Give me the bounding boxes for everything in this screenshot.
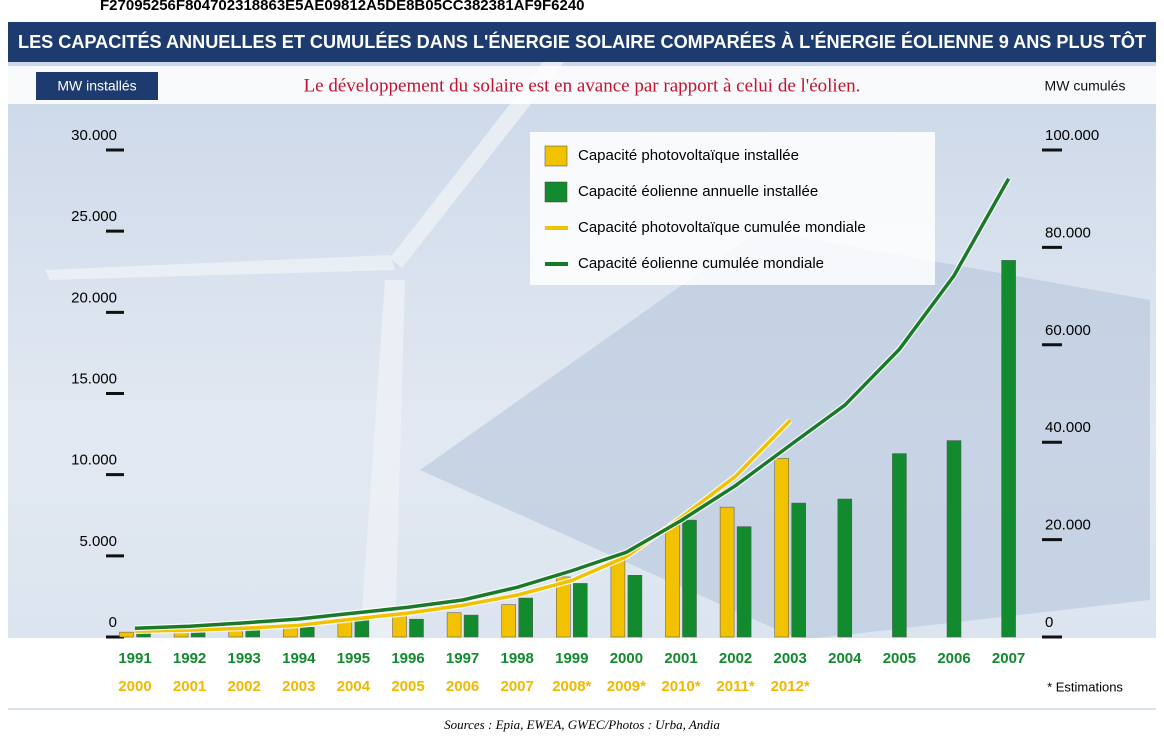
y-tick-label: 20.000 — [71, 289, 117, 306]
chart-title: LES CAPACITÉS ANNUELLES ET CUMULÉES DANS… — [18, 31, 1146, 52]
chart: F27095256F804702318863E5AE09812A5DE8B05C… — [0, 0, 1164, 740]
x-tick-label: 2001 — [664, 650, 697, 667]
y2-tick-label: 80.000 — [1045, 224, 1091, 241]
subtitle: Le développement du solaire est en avanc… — [304, 75, 861, 96]
x-tick-label-2: 2010* — [661, 678, 700, 695]
note: * Estimations — [1047, 679, 1123, 694]
bar — [573, 583, 587, 637]
y2-axis-label: MW cumulés — [1045, 78, 1126, 94]
bar — [447, 613, 461, 637]
x-tick-label-2: 2001 — [173, 678, 206, 695]
legend-swatch — [545, 146, 567, 166]
x-tick-label-2: 2002 — [228, 678, 261, 695]
x-tick-label: 2007 — [992, 650, 1025, 667]
bar — [775, 458, 789, 637]
x-tick-label-2: 2012* — [771, 678, 810, 695]
bar — [464, 615, 478, 637]
x-tick-label: 1999 — [555, 650, 588, 667]
x-tick-label-2: 2011* — [716, 678, 755, 695]
legend-label: Capacité photovoltaïque installée — [578, 147, 799, 164]
x-tick-label-2: 2003 — [282, 678, 315, 695]
x-tick-label-2: 2004 — [337, 678, 371, 695]
y-tick-label: 15.000 — [71, 370, 117, 387]
bar — [683, 520, 697, 637]
x-tick-label: 2002 — [719, 650, 752, 667]
code: F27095256F804702318863E5AE09812A5DE8B05C… — [100, 0, 585, 14]
y-tick-label: 25.000 — [71, 208, 117, 225]
y2-tick-label: 40.000 — [1045, 419, 1091, 436]
legend-label: Capacité éolienne cumulée mondiale — [578, 255, 824, 272]
bar — [120, 632, 134, 637]
x-tick-label-2: 2007 — [501, 678, 534, 695]
bar — [947, 441, 961, 637]
y-axis-label: MW installés — [57, 78, 136, 94]
y-tick-label: 30.000 — [71, 127, 117, 144]
x-tick-label-2: 2006 — [446, 678, 479, 695]
legend-label: Capacité éolienne annuelle installée — [578, 183, 818, 200]
bar — [393, 615, 407, 637]
bar — [838, 499, 852, 637]
x-tick-label: 2004 — [828, 650, 862, 667]
x-band — [8, 638, 1156, 708]
y2-tick-label: 60.000 — [1045, 322, 1091, 339]
bar — [666, 525, 680, 637]
x-tick-label: 1991 — [118, 650, 151, 667]
bar — [283, 628, 297, 637]
y-tick-label: 5.000 — [79, 533, 117, 550]
bar — [410, 619, 424, 637]
x-tick-label: 1992 — [173, 650, 206, 667]
x-tick-label: 2005 — [883, 650, 916, 667]
bar — [1002, 260, 1016, 637]
x-tick-label: 1995 — [337, 650, 370, 667]
x-tick-label: 1994 — [282, 650, 316, 667]
bar — [628, 575, 642, 637]
x-tick-label: 1998 — [501, 650, 534, 667]
y2-tick-label: 100.000 — [1045, 127, 1099, 144]
bar — [737, 527, 751, 637]
y2-tick-label: 0 — [1045, 614, 1053, 631]
bar — [355, 619, 369, 637]
bar — [519, 598, 533, 637]
bar — [892, 454, 906, 637]
y-tick-label: 10.000 — [71, 452, 117, 469]
x-tick-label: 2000 — [610, 650, 643, 667]
bar — [502, 605, 516, 637]
x-tick-label-2: 2008* — [552, 678, 591, 695]
y-tick-label: 0 — [109, 614, 117, 631]
bar — [611, 557, 625, 637]
source: Sources : Epia, EWEA, GWEC/Photos : Urba… — [444, 717, 720, 732]
x-tick-label: 2003 — [774, 650, 807, 667]
bar — [720, 507, 734, 637]
y2-tick-label: 20.000 — [1045, 517, 1091, 534]
bar — [792, 503, 806, 637]
legend-swatch — [545, 182, 567, 202]
legend-label: Capacité photovoltaïque cumulée mondiale — [578, 219, 866, 236]
x-tick-label: 1996 — [391, 650, 424, 667]
x-tick-label: 2006 — [937, 650, 970, 667]
bar — [300, 627, 314, 637]
x-tick-label: 1997 — [446, 650, 479, 667]
x-tick-label-2: 2009* — [607, 678, 646, 695]
x-tick-label-2: 2005 — [391, 678, 424, 695]
x-tick-label-2: 2000 — [118, 678, 151, 695]
x-tick-label: 1993 — [228, 650, 261, 667]
